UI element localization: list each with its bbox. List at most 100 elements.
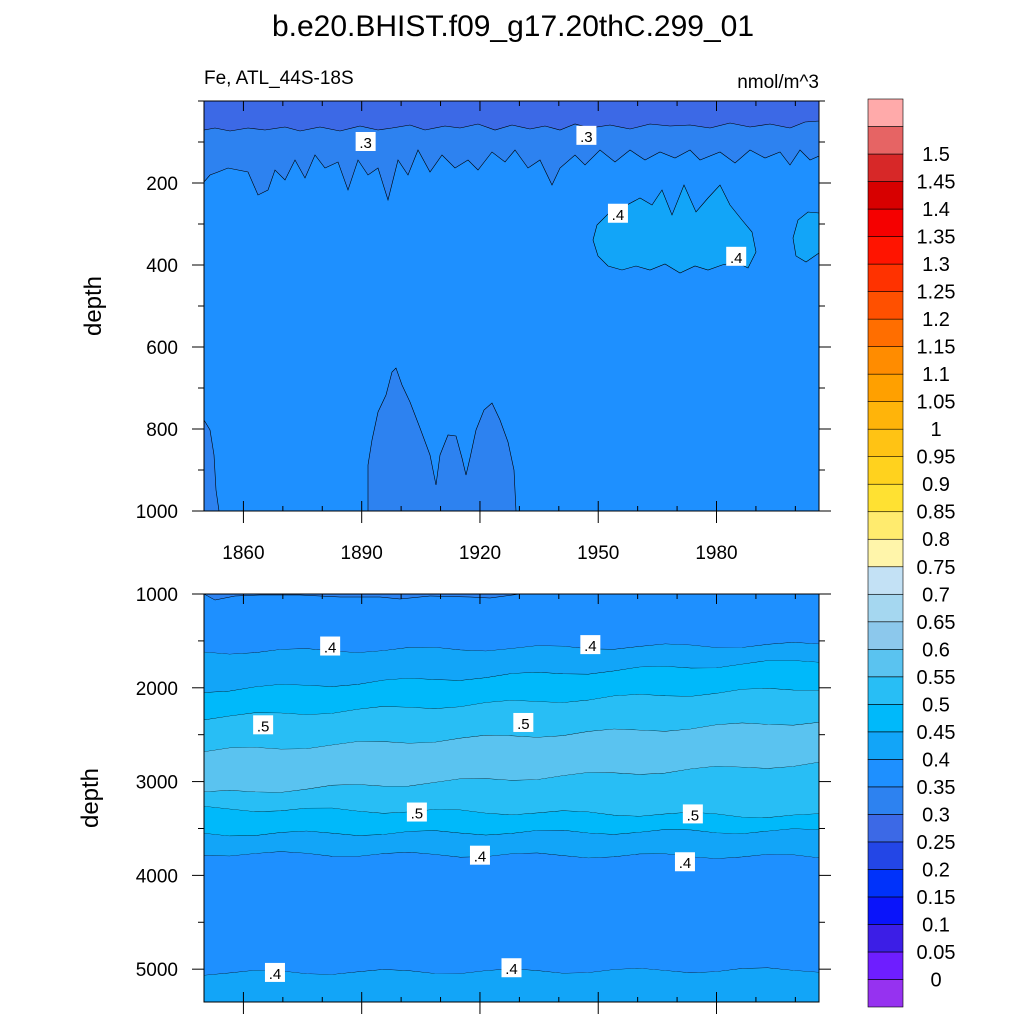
top-y-tick-label-0: 200 [146,174,178,195]
top-contour-label-3: .4 [730,250,743,267]
top-y-tick-label-2: 600 [146,338,178,359]
colorbar-box-18 [867,483,904,513]
bottom-label-box-3 [513,712,534,732]
top-mid-maximum-region [592,184,757,274]
top-label-box-3 [726,246,747,266]
bottom-band-7 [204,828,819,859]
top-y-tick-label-1: 400 [146,256,178,277]
colorbar-box-8 [867,759,904,788]
x-tick-label-0: 1860 [222,543,264,564]
colorbar-box-25 [867,291,904,320]
top-y-tick-label-4: 1000 [136,502,178,523]
colorbar-box-19 [867,456,904,485]
colorbar-box-29 [867,181,904,210]
chart-title: b.e20.BHIST.f09_g17.20thC.299_01 [272,10,754,43]
bottom-contour-label-0: .4 [324,640,337,657]
colorbar-label-2: 0.1 [922,914,950,936]
colorbar-box-30 [867,153,904,182]
x-tick-label-4: 1980 [695,543,737,564]
x-tick-label-2: 1920 [459,543,501,564]
colorbar-box-17 [867,511,904,540]
top-y-tick-label-3: 800 [146,420,178,441]
bottom-band-0 [204,594,819,655]
top-surface-region [203,100,820,132]
bottom-band-8 [204,851,819,976]
bottom-label-box-5 [682,804,703,824]
colorbar-box-10 [867,704,904,733]
colorbar-label-29: 1.45 [917,172,956,194]
bottom-label-box-6 [469,845,490,865]
colorbar-box-3 [867,896,904,925]
bottom-plot-frame [203,593,820,1003]
top-y-axis-label: depth [80,276,107,336]
top-contour-label-2: .4 [612,207,625,224]
bottom-band-9 [204,967,819,1002]
colorbar-box-4 [867,869,904,898]
colorbar-label-0: 0 [930,969,941,991]
colorbar-box-5 [867,841,904,870]
colorbar-label-30: 1.5 [922,144,950,166]
colorbar-label-24: 1.2 [922,309,950,331]
colorbar-box-28 [867,208,904,237]
bottom-contour-label-3: .5 [517,716,530,733]
colorbar-label-20: 1 [930,419,941,441]
variable-label: Fe, ATL_44S-18S [204,68,354,89]
bottom-y-tick-label-3: 4000 [136,866,178,887]
colorbar-box-7 [867,786,904,815]
bottom-contour-label-7: .4 [679,855,692,872]
colorbar-box-32 [867,98,904,127]
colorbar-label-11: 0.55 [917,667,956,689]
colorbar-label-4: 0.2 [922,859,950,881]
bottom-panel: .4 .4 .5 .5 .5 .5 .4 .4 .4 .4 1000 2000 3000 4000 500… [136,585,831,1014]
top-label-box-2 [607,203,628,223]
top-label-box-0 [355,132,376,151]
colorbar-label-26: 1.3 [922,254,950,276]
colorbar-box-23 [867,346,904,375]
units-label: nmol/m^3 [737,72,819,93]
x-tick-label-3: 1950 [577,543,619,564]
colorbar-box-22 [867,373,904,402]
bottom-y-tick-label-1: 2000 [136,679,178,700]
colorbar-label-19: 0.95 [917,447,956,469]
colorbar-box-21 [867,401,904,430]
bottom-label-box-1 [580,635,601,655]
bottom-contour-label-5: .5 [687,807,700,824]
bottom-label-box-8 [264,962,285,982]
colorbar-label-7: 0.35 [917,777,956,799]
colorbar-label-27: 1.35 [917,227,956,249]
bottom-band-2 [204,660,819,721]
colorbar-box-12 [867,649,904,678]
colorbar-label-3: 0.15 [917,887,956,909]
bottom-contour-label-8: .4 [269,966,282,983]
bottom-band-5 [204,762,819,818]
bottom-y-tick-label-2: 3000 [136,773,178,794]
colorbar-label-13: 0.65 [917,612,956,634]
x-tick-label-1: 1890 [341,543,383,564]
bottom-label-box-4 [406,802,427,822]
colorbar-label-10: 0.5 [922,694,950,716]
colorbar-box-14 [867,593,904,623]
bottom-contour-label-1: .4 [584,638,597,655]
bottom-y-axis-label: depth [77,768,104,828]
colorbar-label-9: 0.45 [917,722,956,744]
colorbar-box-24 [867,318,904,347]
colorbar-label-21: 1.05 [917,392,956,414]
bottom-band-1 [204,642,819,693]
colorbar-label-15: 0.75 [917,557,956,579]
colorbar-box-2 [867,924,904,953]
top-panel: .3 .3 .4 .4 200 400 600 800 1000 [136,100,831,523]
bottom-band-3 [204,688,819,752]
colorbar-box-26 [867,263,904,292]
colorbar-label-8: 0.4 [922,749,950,771]
colorbar-label-12: 0.6 [922,639,950,661]
colorbar-box-15 [867,566,904,595]
bottom-label-box-7 [674,852,695,872]
colorbar-box-31 [867,126,904,155]
colorbar-label-25: 1.25 [917,282,956,304]
colorbar-box-13 [867,621,904,650]
colorbar-box-11 [867,676,904,705]
top-label-box-1 [576,125,597,145]
colorbar-box-16 [867,538,904,568]
top-edge-maximum-region [792,211,820,263]
